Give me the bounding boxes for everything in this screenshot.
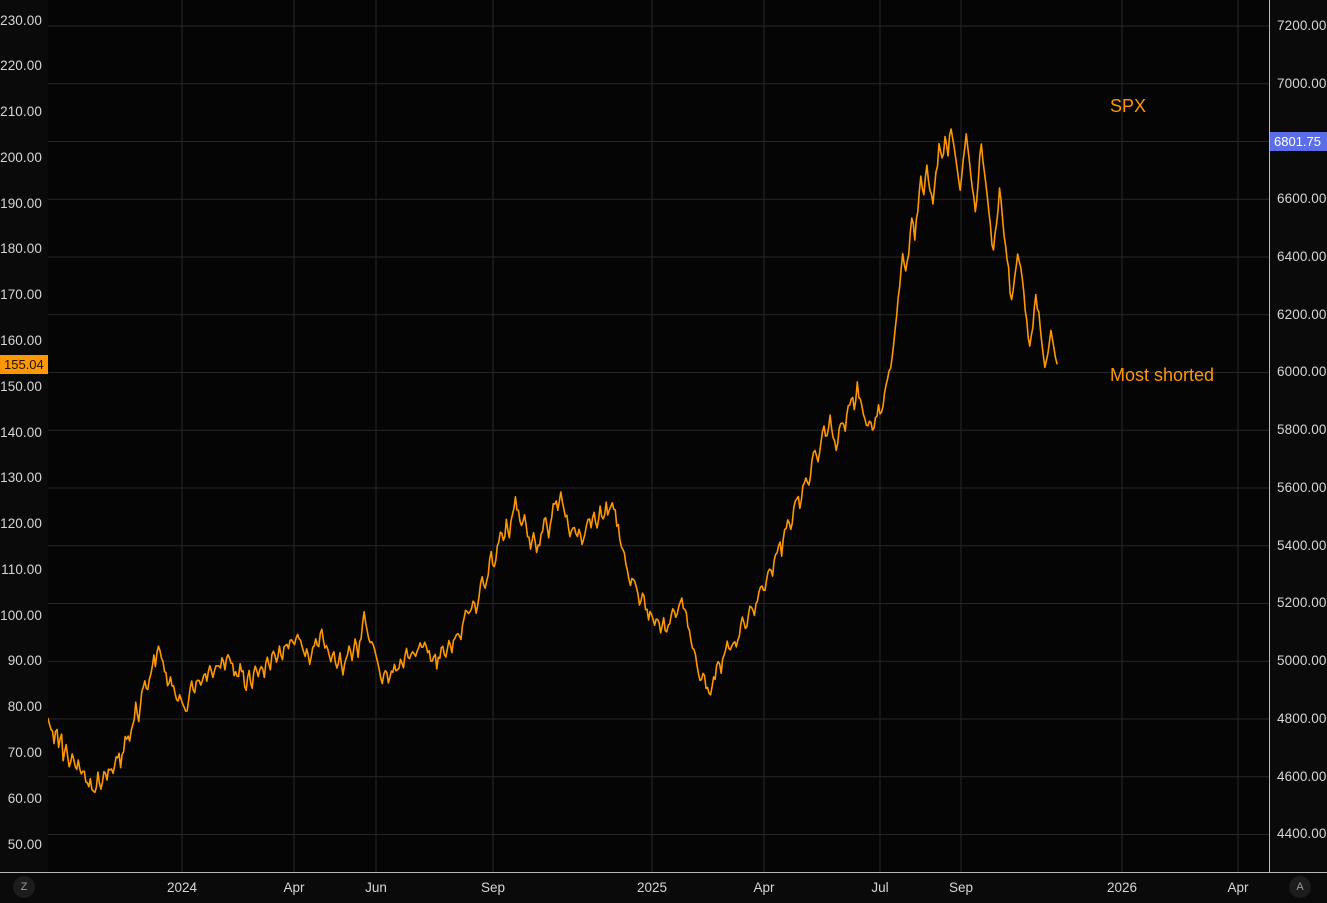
right-axis-tick-label: 5200.00 bbox=[1277, 595, 1327, 611]
series-line-most-shorted bbox=[48, 128, 1058, 794]
right-axis-current-price-tag[interactable]: 6801.75 bbox=[1270, 131, 1327, 151]
time-axis-tick-label: Jul bbox=[871, 880, 889, 895]
plot-svg bbox=[48, 0, 1270, 872]
left-axis-tick-label: 80.00 bbox=[7, 699, 42, 715]
left-axis-tick-label: 210.00 bbox=[0, 104, 42, 120]
time-axis-tick-label: Sep bbox=[948, 880, 974, 895]
right-axis-tick-label: 6600.00 bbox=[1277, 191, 1327, 207]
left-axis-tick-label: 70.00 bbox=[7, 744, 42, 760]
auto-scale-button[interactable]: A bbox=[1289, 876, 1311, 898]
left-axis-tick-label: 60.00 bbox=[7, 790, 42, 806]
right-axis-tick-label: 6200.00 bbox=[1277, 306, 1327, 322]
time-axis-tick-label: 2025 bbox=[636, 880, 668, 895]
left-axis-tick-label: 230.00 bbox=[0, 12, 42, 28]
left-axis-tick-label: 130.00 bbox=[0, 470, 42, 486]
left-axis-tick-label: 160.00 bbox=[0, 333, 42, 349]
left-axis-tick-label: 90.00 bbox=[7, 653, 42, 669]
right-axis-tick-label: 6000.00 bbox=[1277, 364, 1327, 380]
left-axis-tick-label: 220.00 bbox=[0, 58, 42, 74]
time-axis-tick-label: Sep bbox=[480, 880, 506, 895]
left-axis-tick-label: 140.00 bbox=[0, 424, 42, 440]
right-axis-tick-label: 4400.00 bbox=[1277, 826, 1327, 842]
right-axis-tick-label: 6400.00 bbox=[1277, 248, 1327, 264]
zoom-reset-button[interactable]: Z bbox=[13, 876, 35, 898]
time-axis-tick-label: Apr bbox=[283, 880, 305, 895]
right-axis-tick-label: 4600.00 bbox=[1277, 768, 1327, 784]
series-label-most-shorted: Most shorted bbox=[1110, 365, 1215, 385]
time-axis[interactable]: 2024 Apr Jun Sep 2025 Apr Jul Sep 2026 Apr bbox=[0, 872, 1327, 903]
right-axis-tick-label: 5600.00 bbox=[1277, 479, 1327, 495]
right-price-axis[interactable]: 7200.007000.006800.006600.006400.006200.… bbox=[1269, 0, 1327, 872]
right-axis-tick-label: 5400.00 bbox=[1277, 537, 1327, 553]
time-axis-tick-label: Apr bbox=[753, 880, 775, 895]
left-axis-tick-label: 190.00 bbox=[0, 195, 42, 211]
right-axis-tick-label: 7000.00 bbox=[1277, 75, 1327, 91]
left-axis-tick-label: 50.00 bbox=[7, 836, 42, 852]
plot-area[interactable] bbox=[48, 0, 1270, 872]
left-axis-tick-label: 120.00 bbox=[0, 516, 42, 532]
right-axis-tick-label: 5000.00 bbox=[1277, 653, 1327, 669]
left-axis-tick-label: 170.00 bbox=[0, 287, 42, 303]
time-axis-tick-label: Apr bbox=[1227, 880, 1249, 895]
left-price-axis[interactable]: 230.00 220.00 210.00 200.00 190.00 180.00 170.… bbox=[0, 0, 49, 872]
right-axis-tick-label: 5800.00 bbox=[1277, 422, 1327, 438]
time-axis-tick-label: Jun bbox=[365, 880, 387, 895]
right-axis-tick-label: 4800.00 bbox=[1277, 710, 1327, 726]
time-axis-tick-label: 2024 bbox=[166, 880, 198, 895]
left-axis-current-price-tag[interactable]: 155.04 bbox=[0, 354, 48, 374]
left-axis-tick-label: 180.00 bbox=[0, 241, 42, 257]
left-axis-tick-label: 110.00 bbox=[1, 561, 42, 577]
left-axis-tick-label: 100.00 bbox=[0, 607, 42, 623]
left-axis-tick-label: 200.00 bbox=[0, 149, 42, 165]
time-axis-tick-label: 2026 bbox=[1106, 880, 1138, 895]
series-label-spx: SPX bbox=[1110, 96, 1147, 116]
right-axis-tick-label: 7200.00 bbox=[1277, 17, 1327, 33]
left-axis-tick-label: 150.00 bbox=[0, 378, 42, 394]
